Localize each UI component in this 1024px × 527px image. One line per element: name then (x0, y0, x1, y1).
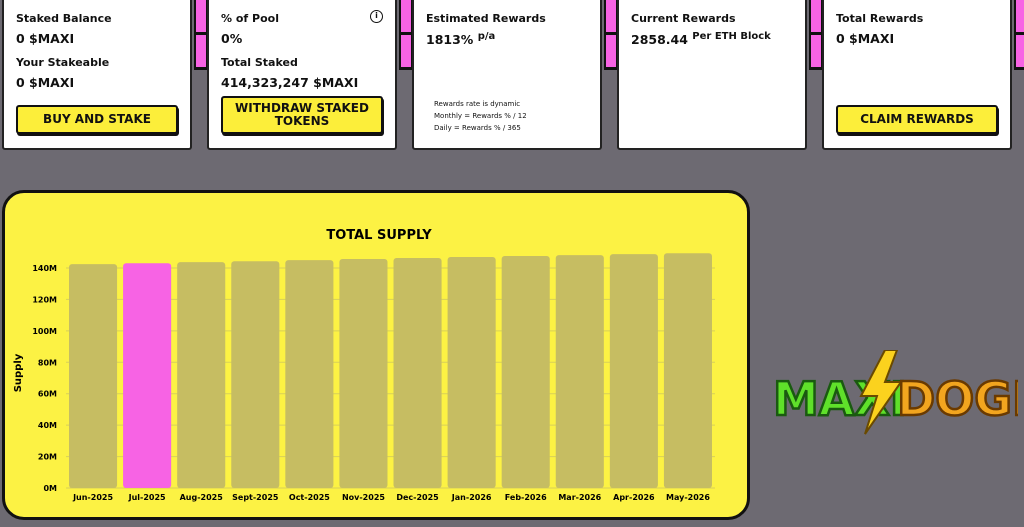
bar (231, 261, 280, 488)
x-tick-label: Mar-2026 (558, 493, 601, 502)
stakeable-value: 0 $MAXI (16, 75, 75, 90)
chart-title: TOTAL SUPPLY (326, 228, 432, 243)
svg-text:DOGE: DOGE (897, 372, 1018, 426)
x-tick-label: May-2026 (666, 493, 710, 502)
total-supply-chart: TOTAL SUPPLY Supply 0M 20M 40M 60M 80M 100M 120M… (13, 228, 715, 502)
pool-percent-value: 0% (221, 31, 243, 46)
x-tick-label: Jun-2025 (72, 493, 113, 502)
current-rewards-card: Current Rewards 2858.44 Per ETH Block (617, 0, 807, 150)
note-line: Monthly = Rewards % / 12 (434, 112, 527, 120)
x-tick-label: Feb-2026 (505, 493, 547, 502)
total-supply-chart-panel: TOTAL SUPPLY Supply 0M 20M 40M 60M 80M 100M 120M… (2, 190, 750, 520)
label: Estimated Rewards (426, 12, 546, 25)
x-tick-label: Apr-2026 (613, 493, 655, 502)
unit: p/a (477, 31, 496, 42)
info-icon[interactable]: i (370, 10, 383, 23)
estimated-rewards-value: 1813% (426, 32, 474, 48)
total-staked-value: 414,323,247 $MAXI (221, 75, 359, 90)
bar (501, 256, 550, 488)
staked-balance-card: Staked Balance 0 $MAXI Your Stakeable 0 … (2, 0, 192, 150)
y-tick-label: 0M (43, 484, 57, 493)
bar (177, 262, 226, 488)
staked-balance-value: 0 $MAXI (16, 31, 75, 46)
y-tick-label: 80M (38, 358, 57, 367)
x-tick-label: Dec-2025 (396, 493, 439, 502)
x-tick-label: Jul-2025 (128, 493, 166, 502)
x-tick-label: Aug-2025 (180, 493, 224, 502)
decor-strip (399, 0, 413, 70)
decor-strip (809, 0, 823, 70)
bar (123, 263, 172, 488)
label: Current Rewards (631, 12, 736, 25)
decor-strip (1014, 0, 1024, 70)
buy-and-stake-button[interactable]: BUY AND STAKE (16, 105, 178, 134)
x-tick-label: Jan-2026 (451, 493, 492, 502)
y-tick-label: 40M (38, 421, 57, 430)
bar (663, 253, 712, 488)
label: Staked Balance (16, 12, 112, 25)
bar (555, 255, 604, 488)
unit: Per ETH Block (692, 31, 771, 42)
withdraw-staked-tokens-button[interactable]: WITHDRAW STAKED TOKENS (221, 96, 383, 134)
x-tick-label: Oct-2025 (289, 493, 330, 502)
y-tick-label: 120M (32, 295, 57, 304)
estimated-rewards-card: Estimated Rewards 1813% p/a Rewards rate… (412, 0, 602, 150)
decor-strip (194, 0, 208, 70)
label: Total Rewards (836, 12, 924, 25)
y-axis-label: Supply (13, 353, 24, 392)
maxi-doge-logo: MAXI DOGE (773, 350, 1018, 435)
y-tick-label: 20M (38, 453, 57, 462)
label: Total Staked (221, 56, 298, 69)
total-rewards-value: 0 $MAXI (836, 31, 895, 46)
button-label: TOKENS (274, 114, 330, 128)
button-label: WITHDRAW STAKED (235, 101, 369, 115)
note-line: Daily = Rewards % / 365 (434, 124, 521, 132)
decor-strip (604, 0, 618, 70)
y-tick-label: 60M (38, 390, 57, 399)
label: Your Stakeable (16, 56, 110, 69)
note-line: Rewards rate is dynamic (434, 100, 521, 108)
lightning-icon (859, 350, 903, 435)
rewards-note: Rewards rate is dynamic Monthly = Reward… (434, 98, 527, 134)
x-tick-label: Nov-2025 (342, 493, 385, 502)
bar (609, 254, 658, 488)
current-rewards-value: 2858.44 (631, 32, 688, 48)
bar (69, 264, 118, 488)
bar (393, 257, 442, 488)
y-tick-label: 100M (32, 327, 57, 336)
total-rewards-card: Total Rewards 0 $MAXI CLAIM REWARDS (822, 0, 1012, 150)
claim-rewards-button[interactable]: CLAIM REWARDS (836, 105, 998, 134)
bar (285, 260, 334, 488)
bar (447, 257, 496, 488)
y-tick-label: 140M (32, 264, 57, 273)
bar (339, 259, 388, 488)
label: % of Pool (221, 12, 279, 25)
x-tick-label: Sept-2025 (232, 493, 279, 502)
pool-card: i % of Pool 0% Total Staked 414,323,247 … (207, 0, 397, 150)
